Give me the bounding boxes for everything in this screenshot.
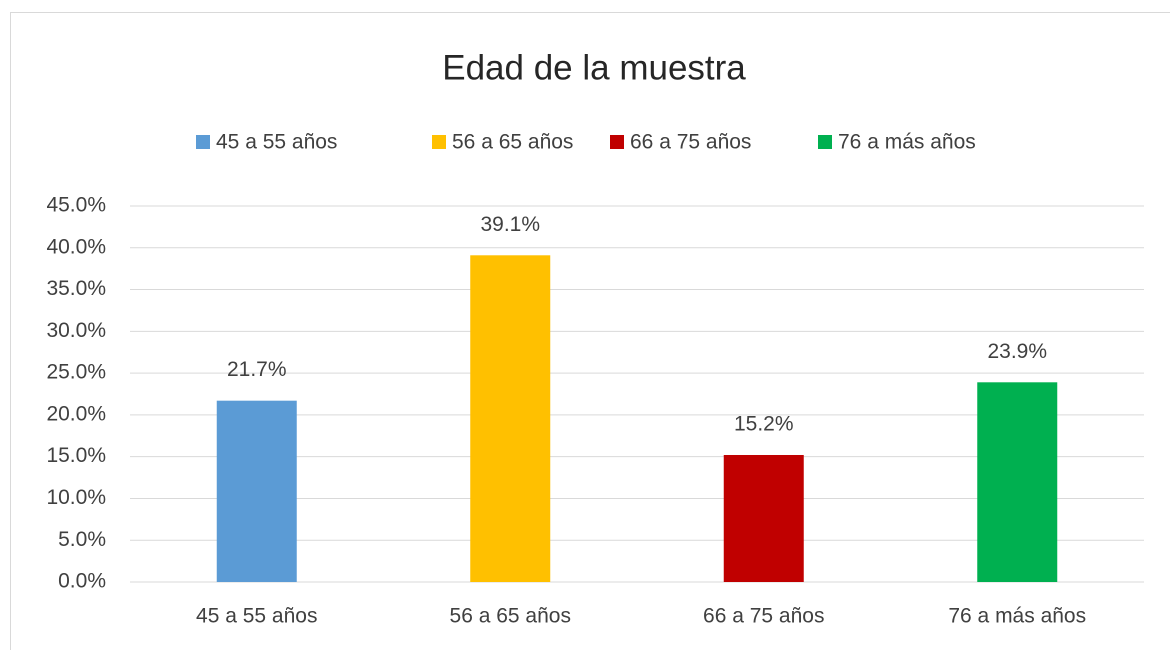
data-label: 39.1%	[480, 213, 540, 236]
y-tick-label: 5.0%	[58, 528, 106, 551]
legend-swatch	[818, 135, 832, 149]
chart-title: Edad de la muestra	[442, 48, 746, 87]
data-label: 21.7%	[227, 358, 287, 381]
legend-label: 76 a más años	[838, 131, 976, 154]
y-tick-label: 20.0%	[46, 402, 106, 425]
legend-label: 56 a 65 años	[452, 131, 573, 154]
legend-label: 66 a 75 años	[630, 131, 751, 154]
y-tick-label: 25.0%	[46, 361, 106, 384]
bar	[723, 454, 804, 582]
x-tick-label: 76 a más años	[948, 605, 1086, 628]
legend-label: 45 a 55 años	[216, 131, 337, 154]
data-label: 23.9%	[987, 340, 1047, 363]
bar	[216, 400, 297, 582]
x-tick-label: 56 a 65 años	[450, 605, 571, 628]
y-tick-label: 0.0%	[58, 570, 106, 593]
legend-swatch	[610, 135, 624, 149]
y-tick-label: 40.0%	[46, 235, 106, 258]
y-tick-label: 30.0%	[46, 319, 106, 342]
y-tick-label: 15.0%	[46, 444, 106, 467]
y-tick-label: 35.0%	[46, 277, 106, 300]
y-tick-label: 45.0%	[46, 194, 106, 217]
legend-swatch	[196, 135, 210, 149]
y-tick-label: 10.0%	[46, 486, 106, 509]
legend-swatch	[432, 135, 446, 149]
x-tick-label: 45 a 55 años	[196, 605, 317, 628]
bar	[977, 382, 1058, 582]
data-label: 15.2%	[734, 413, 794, 436]
bar	[470, 255, 551, 582]
x-tick-label: 66 a 75 años	[703, 605, 824, 628]
